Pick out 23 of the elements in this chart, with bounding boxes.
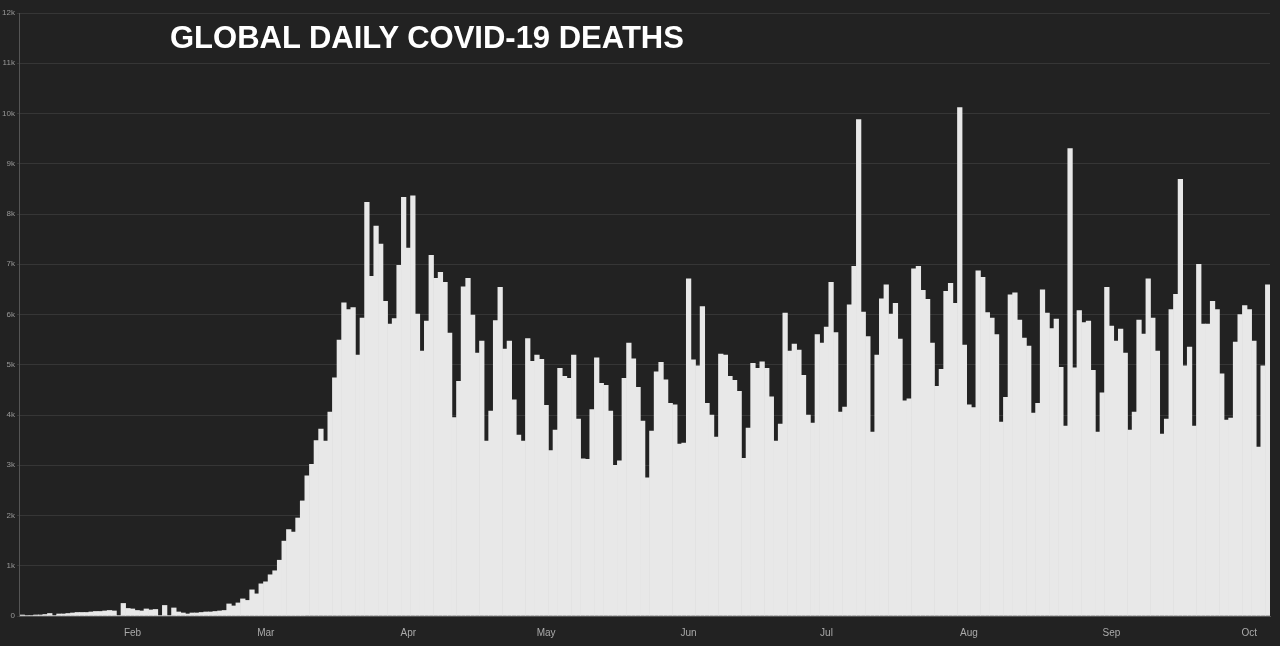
y-tick-label: 6k [6,309,16,319]
y-tick-label: 0 [10,611,16,621]
x-tick-label: Jul [820,626,833,638]
x-tick-label: Sep [1102,626,1121,638]
x-tick-label: Apr [400,626,417,638]
y-tick-label: 1k [6,560,16,570]
y-tick-label: 4k [6,410,16,420]
x-tick-label: Jun [680,626,697,638]
x-tick-label: Mar [257,626,276,638]
x-tick-label: Feb [123,626,142,638]
y-tick-label: 9k [6,158,16,168]
x-tick-label: Oct [1241,626,1258,638]
y-tick-label: 10k [1,108,16,118]
y-tick-label: 7k [6,259,16,269]
y-tick-label: 5k [6,359,16,369]
y-tick-label: 2k [6,510,16,520]
x-tick-label: May [536,626,556,638]
y-tick-label: 12k [1,8,16,18]
x-tick-label: Aug [960,626,978,638]
y-tick-label: 8k [6,209,16,219]
y-tick-label: 3k [6,460,16,470]
chart-title: GLOBAL DAILY COVID-19 DEATHS [170,20,684,56]
y-tick-label: 11k [2,58,16,68]
